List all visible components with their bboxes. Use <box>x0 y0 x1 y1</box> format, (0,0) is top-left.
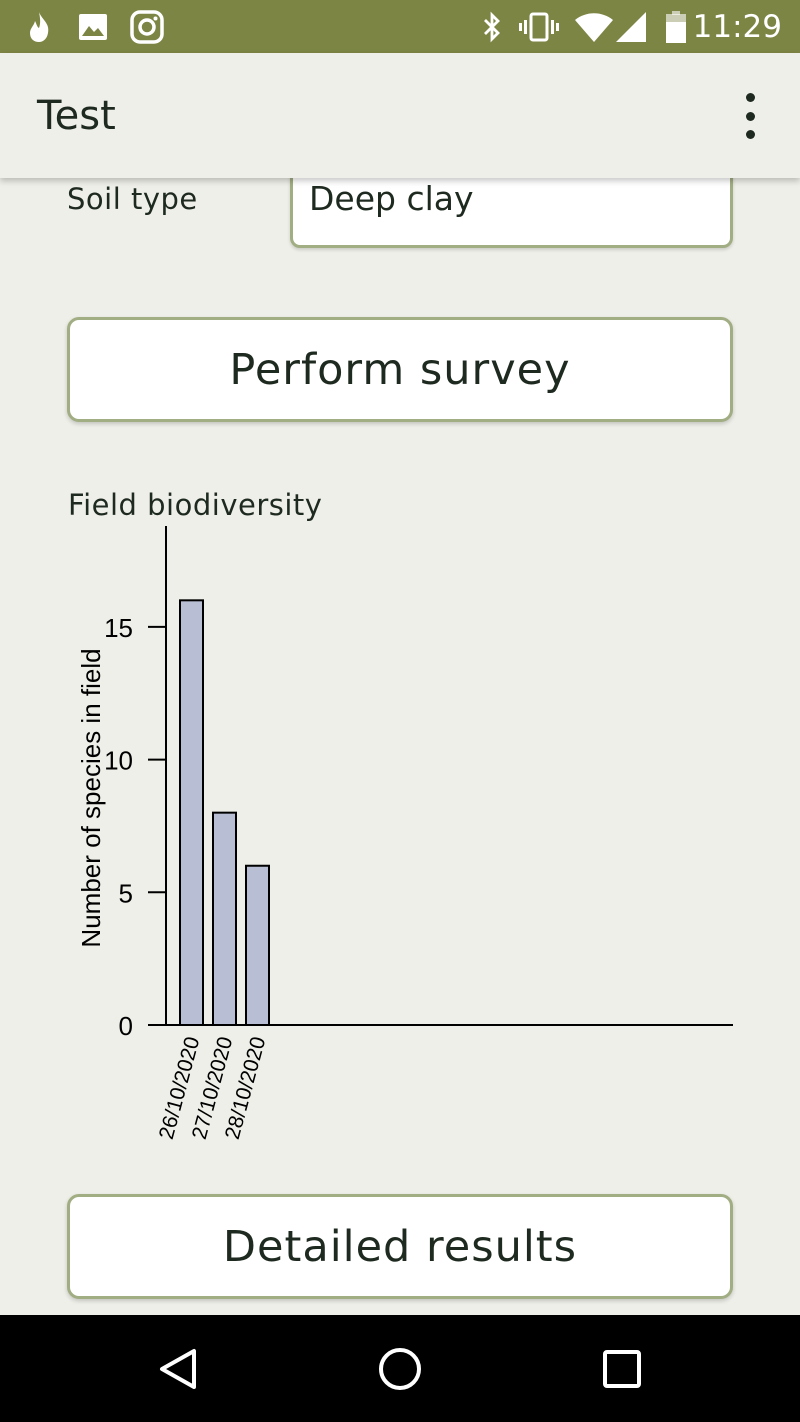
image-icon <box>78 0 108 53</box>
instagram-icon <box>130 0 164 53</box>
status-time: 11:29 <box>692 8 782 45</box>
vibrate-icon <box>519 0 559 53</box>
y-tick-label: 15 <box>104 613 133 643</box>
bluetooth-icon <box>481 0 503 53</box>
status-bar: 11:29 <box>0 0 800 53</box>
signal-icon <box>615 0 647 53</box>
y-tick-label: 10 <box>104 746 133 776</box>
app-title: Test <box>37 92 116 139</box>
home-icon[interactable] <box>350 1315 450 1422</box>
y-tick-label: 0 <box>119 1011 133 1041</box>
nav-bar <box>0 1315 800 1422</box>
perform-survey-button[interactable]: Perform survey <box>67 317 733 422</box>
detailed-results-button[interactable]: Detailed results <box>67 1194 733 1299</box>
back-icon[interactable] <box>128 1315 228 1422</box>
battery-icon <box>665 0 687 53</box>
y-tick-label: 5 <box>119 878 133 908</box>
bar <box>245 864 270 1027</box>
bar <box>212 811 237 1026</box>
soil-type-label: Soil type <box>67 182 198 216</box>
bar <box>179 599 204 1026</box>
chart-heading: Field biodiversity <box>68 488 323 522</box>
y-axis-label: Number of species in field <box>76 648 106 947</box>
more-vert-icon[interactable] <box>730 93 770 139</box>
flame-icon <box>26 0 52 53</box>
recents-icon[interactable] <box>572 1315 672 1422</box>
main-content: Soil type Deep clay Perform survey Field… <box>0 178 800 1315</box>
biodiversity-chart: Number of species in field 05101526/10/2… <box>76 526 733 1142</box>
wifi-icon <box>574 0 614 53</box>
app-bar: Test <box>0 53 800 178</box>
soil-type-field[interactable]: Deep clay <box>290 178 733 248</box>
